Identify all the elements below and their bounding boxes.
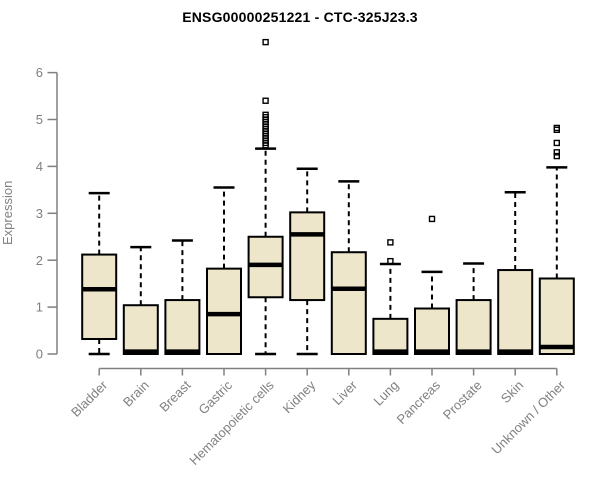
x-tick-label-unknown-other: Unknown / Other <box>488 377 568 457</box>
x-tick-label-gastric: Gastric <box>195 377 235 417</box>
x-tick-label-group: Kidney <box>280 377 319 416</box>
chart-title: ENSG00000251221 - CTC-325J23.3 <box>182 9 418 25</box>
x-tick-label-group: Bladder <box>68 377 111 420</box>
iqr-box <box>164 299 201 356</box>
x-tick-label-skin: Skin <box>498 378 526 406</box>
y-tick-label: 5 <box>36 112 43 127</box>
outlier-point <box>553 149 560 156</box>
x-tick-label-group: Brain <box>120 378 152 410</box>
outlier-point <box>553 139 560 147</box>
outlier-point <box>387 257 394 265</box>
boxplot-hematopoietic-cells <box>247 38 284 356</box>
boxplot-kidney <box>289 167 326 356</box>
iqr-box <box>81 253 118 340</box>
y-tick-label: 0 <box>36 347 43 362</box>
x-tick-label-group: Gastric <box>195 377 235 417</box>
y-tick-label: 2 <box>36 253 43 268</box>
outlier-point <box>262 38 269 46</box>
outlier-point <box>262 111 269 119</box>
outlier-point <box>262 97 269 104</box>
boxplot-bladder <box>81 191 118 356</box>
x-tick-label-group: Liver <box>329 377 360 408</box>
iqr-box <box>455 299 492 356</box>
iqr-box <box>330 251 367 356</box>
x-tick-label-kidney: Kidney <box>280 377 319 416</box>
outlier-point <box>428 215 436 223</box>
x-tick-label-breast: Breast <box>156 377 193 414</box>
iqr-box <box>372 317 409 356</box>
iqr-box <box>497 269 534 356</box>
x-tick-label-lung: Lung <box>370 378 401 409</box>
x-tick-label-group: Unknown / Other <box>488 377 568 457</box>
iqr-box <box>122 304 159 355</box>
y-tick-label: 6 <box>36 65 43 80</box>
x-tick-label-group: Pancreas <box>394 377 444 427</box>
x-tick-label-brain: Brain <box>120 378 152 410</box>
x-tick-label-pancreas: Pancreas <box>394 377 444 427</box>
boxplot-breast <box>164 239 201 356</box>
boxplot-lung <box>372 239 409 356</box>
boxplot-gastric <box>206 186 242 355</box>
x-tick-label-group: Prostate <box>440 378 485 423</box>
iqr-box <box>414 307 450 355</box>
outlier-point <box>553 152 560 160</box>
boxplot-brain <box>122 245 159 355</box>
outlier-point <box>387 239 394 246</box>
y-tick-label: 3 <box>36 206 43 221</box>
x-tick-label-group: Skin <box>498 378 526 406</box>
x-tick-label-liver: Liver <box>329 377 360 408</box>
x-tick-label-group: Breast <box>156 377 193 414</box>
x-tick-label-bladder: Bladder <box>68 377 111 420</box>
iqr-box <box>206 267 242 355</box>
y-tick-label: 4 <box>36 159 43 174</box>
boxplot-unknown-other <box>538 124 575 355</box>
boxplot-liver <box>330 180 367 356</box>
x-tick-label-prostate: Prostate <box>440 378 485 423</box>
boxplot-pancreas <box>414 215 450 355</box>
boxplot-skin <box>497 190 534 356</box>
x-tick-label-group: Lung <box>370 378 401 409</box>
y-tick-label: 1 <box>36 300 43 315</box>
iqr-box <box>289 211 326 302</box>
boxplot-prostate <box>455 262 492 356</box>
outlier-point <box>553 124 560 132</box>
iqr-box <box>538 277 575 355</box>
